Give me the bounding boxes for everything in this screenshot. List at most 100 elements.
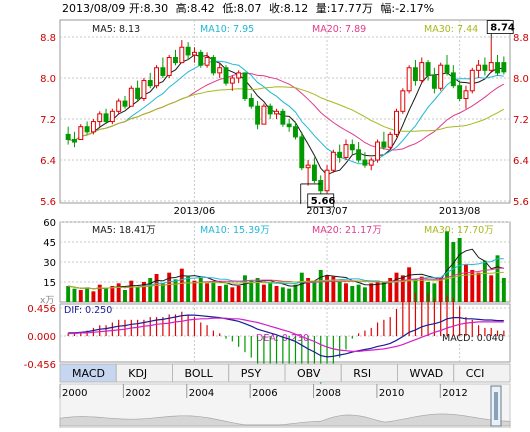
volume-bar bbox=[236, 286, 241, 302]
volume-bar bbox=[432, 283, 437, 302]
volume-bar bbox=[445, 231, 449, 302]
volume-bar bbox=[211, 282, 216, 302]
volume-bar bbox=[482, 260, 487, 302]
min-price-label: 5.66 bbox=[311, 196, 336, 207]
candle-body bbox=[160, 67, 166, 76]
candle-body bbox=[103, 113, 109, 123]
max-price-label: 8.74 bbox=[490, 23, 515, 34]
price-y-tick-left: 7.2 bbox=[40, 115, 56, 126]
candle-body bbox=[84, 126, 90, 133]
candle-body bbox=[210, 57, 216, 74]
volume-ma20-label: MA20: 21.17万 bbox=[312, 225, 382, 236]
volume-bar bbox=[268, 283, 273, 302]
candle-body bbox=[267, 105, 273, 115]
volume-bar bbox=[91, 291, 96, 302]
volume-bar bbox=[217, 286, 222, 302]
candle-body bbox=[400, 90, 406, 112]
candle-body bbox=[229, 77, 235, 84]
candle-body bbox=[349, 144, 355, 151]
volume-bar bbox=[255, 278, 260, 302]
candle-body bbox=[368, 159, 374, 166]
volume-bar bbox=[331, 276, 336, 302]
price-y-tick-right: 7.2 bbox=[513, 115, 529, 126]
candle-body bbox=[78, 126, 84, 140]
max-price-callout: 8.74 bbox=[486, 20, 515, 40]
candle-body bbox=[198, 51, 204, 66]
volume-bar bbox=[154, 274, 159, 302]
volume-bar bbox=[438, 278, 443, 302]
volume-bar bbox=[489, 275, 494, 302]
svg-text:2013/08/09 开:8.30: 2013/08/09 开:8.30 高:8.42 低:8.07 收:8.12 量… bbox=[62, 1, 434, 15]
volume-bar bbox=[495, 255, 500, 302]
volume-bar bbox=[476, 272, 481, 302]
volume-bar bbox=[205, 283, 210, 302]
volume-bar bbox=[337, 282, 342, 302]
candle-body bbox=[431, 74, 437, 89]
volume-bar bbox=[325, 275, 330, 302]
volume-bar bbox=[148, 278, 153, 302]
macd-dif-label: DIF: 0.250 bbox=[64, 305, 112, 316]
volume-bar bbox=[173, 279, 178, 302]
price-x-axis: 2013/06 2013/07 2013/08 bbox=[174, 206, 481, 217]
candle-body bbox=[223, 67, 229, 84]
candle-body bbox=[375, 141, 381, 161]
candle-body bbox=[109, 110, 115, 123]
macd-y-tick: 0.000 bbox=[27, 332, 56, 343]
volume-bar bbox=[160, 283, 165, 302]
volume-bar bbox=[375, 280, 380, 302]
price-y-axis-right: 8.8 8.0 7.2 6.4 5.6 bbox=[513, 33, 529, 208]
volume-bar bbox=[123, 290, 127, 302]
volume-bars bbox=[66, 231, 506, 302]
tab-label: BOLL bbox=[185, 367, 214, 380]
volume-bar bbox=[242, 275, 247, 302]
volume-bar bbox=[104, 288, 109, 302]
candle-body bbox=[261, 105, 267, 125]
timeline-year: 2008 bbox=[316, 388, 341, 399]
tab-label: WVAD bbox=[410, 367, 444, 380]
volume-bar bbox=[186, 276, 191, 302]
candle-body bbox=[217, 67, 223, 74]
candle-body bbox=[65, 133, 71, 140]
macd-y-tick: 0.456 bbox=[27, 304, 56, 315]
macd-y-tick: -0.456 bbox=[24, 360, 56, 371]
timeline-sparkline bbox=[59, 413, 511, 427]
tab-cci[interactable] bbox=[453, 363, 511, 383]
candlesticks bbox=[65, 39, 507, 198]
candle-body bbox=[469, 69, 475, 92]
candle-body bbox=[242, 72, 248, 99]
volume-bar bbox=[413, 279, 418, 302]
candle-body bbox=[488, 62, 494, 71]
volume-bar bbox=[344, 283, 348, 302]
ma10-line bbox=[68, 60, 504, 165]
candle-body bbox=[438, 64, 444, 89]
candle-body bbox=[274, 110, 279, 115]
timeline-year: 2002 bbox=[125, 388, 150, 399]
price-y-tick-right: 6.4 bbox=[513, 156, 529, 167]
candle-body bbox=[381, 141, 387, 148]
price-y-tick-right: 8.8 bbox=[513, 33, 529, 44]
candle-body bbox=[236, 72, 242, 79]
header-change: 幅:-2.17% bbox=[380, 2, 434, 15]
dif-line bbox=[68, 314, 504, 358]
volume-bar bbox=[135, 287, 140, 302]
volume-bar bbox=[312, 280, 317, 302]
price-ma30-label: MA30: 7.44 bbox=[424, 24, 478, 35]
candle-body bbox=[204, 57, 210, 66]
volume-y-tick: 30 bbox=[43, 258, 56, 269]
volume-bar bbox=[261, 284, 266, 302]
candle-body bbox=[425, 62, 431, 76]
volume-bar bbox=[318, 270, 323, 302]
macd-y-axis: 0.456 0.000 -0.456 bbox=[24, 304, 56, 371]
ma30-line bbox=[68, 86, 505, 142]
volume-bar bbox=[116, 283, 121, 302]
candle-body bbox=[324, 169, 330, 192]
indicator-tabs: MACD KDJ BOLL PSY OBV RSI WVAD CCI bbox=[59, 363, 511, 383]
candle-body bbox=[356, 149, 362, 161]
candle-body bbox=[173, 57, 178, 64]
candle-body bbox=[318, 180, 324, 192]
min-price-callout: 5.66 bbox=[300, 183, 336, 208]
volume-bar bbox=[463, 264, 468, 302]
volume-bar bbox=[369, 283, 374, 302]
candle-body bbox=[501, 62, 507, 73]
price-y-axis-left: 8.8 8.0 7.2 6.4 5.6 bbox=[40, 33, 56, 208]
